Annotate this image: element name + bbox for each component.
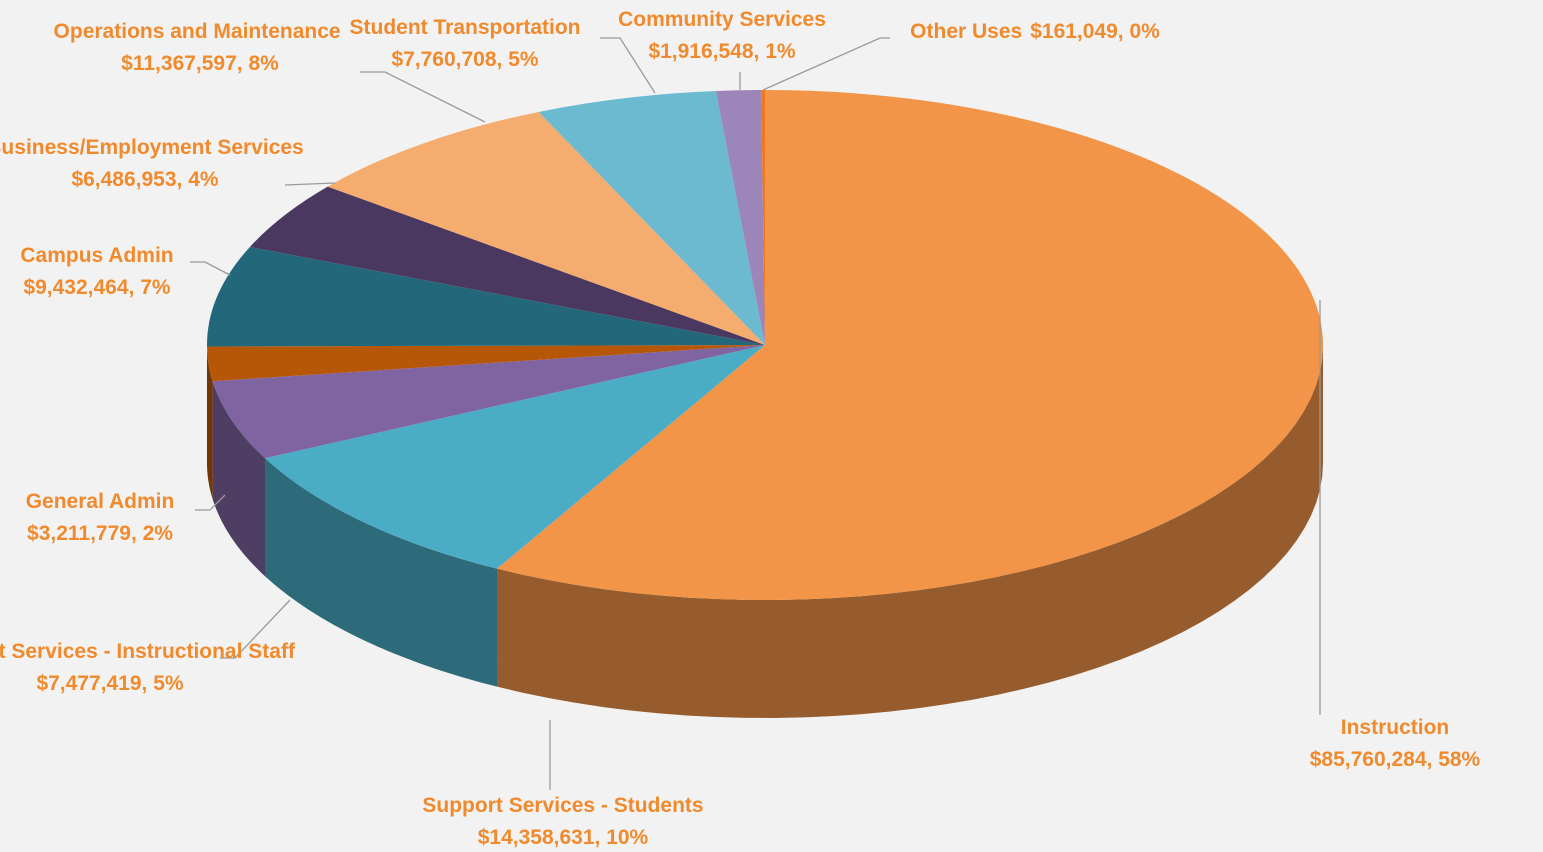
pie-side [265,458,498,687]
pie-slice [538,90,765,345]
label-value: $85,760,284, 58% [1310,748,1481,771]
pie-slice [212,345,766,459]
leader-line [190,261,231,276]
label-category: Support Services - Instructional Staff [0,640,296,663]
label-category: Support Services - Students [422,794,703,817]
label-category: General Admin [26,490,175,513]
label-category: Community Services [618,8,826,31]
leader-lines [190,37,1321,790]
pie-slice [249,186,765,345]
label-value: $7,477,419, 5% [36,672,183,695]
pie-slice [761,90,765,345]
data-label: Instruction $85,760,284, 58% [1310,716,1481,771]
label-value: $1,916,548, 1% [648,40,795,63]
pie-slice [715,90,765,345]
label-category: Campus Admin [20,244,173,267]
pie-sides [207,345,1323,718]
leader-line [360,71,486,123]
data-label: Campus Admin $9,432,464, 7% [20,244,173,299]
label-category: Student Transportation [350,16,581,39]
label-value: $161,049, 0% [1030,20,1160,43]
pie-side [212,381,266,577]
pie-slice [265,345,765,569]
data-label: General Admin $3,211,779, 2% [26,490,175,545]
leader-line [600,37,656,94]
pie-slice [497,90,1323,601]
label-value: $3,211,779, 2% [27,522,173,545]
pie-side [497,345,1323,718]
pie-side [207,346,213,500]
label-value: $7,760,708, 5% [391,48,538,71]
data-label: Business/Employment Services $6,486,953, … [0,136,304,191]
leader-line [762,37,890,91]
label-category: Instruction [1341,716,1450,739]
label-category: Other Uses [910,20,1022,43]
pie-tops [207,90,1323,601]
label-value: $6,486,953, 4% [71,168,218,191]
data-labels: Instruction $85,760,284, 58% Support Servi… [0,8,1481,849]
leader-line [220,599,291,659]
pie-slice [207,345,766,382]
label-value: $14,358,631, 10% [478,826,649,849]
data-label: Student Transportation $7,760,708, 5% [350,16,581,71]
label-value: $11,367,597, 8% [121,52,279,75]
label-category: Operations and Maintenance [54,20,347,43]
pie-slice [327,111,765,345]
data-label: Community Services $1,916,548, 1% [618,8,826,63]
data-label: Operations and Maintenance $11,367,597, … [54,20,347,75]
data-label: Support Services - Students $14,358,631, … [422,794,703,849]
pie-slice [207,246,765,347]
data-label: Other Uses $161,049, 0% [910,20,1160,43]
label-category: Business/Employment Services [0,136,304,159]
label-value: $9,432,464, 7% [23,276,170,299]
leader-line [195,494,226,511]
data-label: Support Services - Instructional Staff $7… [0,640,296,695]
leader-line [284,182,336,186]
